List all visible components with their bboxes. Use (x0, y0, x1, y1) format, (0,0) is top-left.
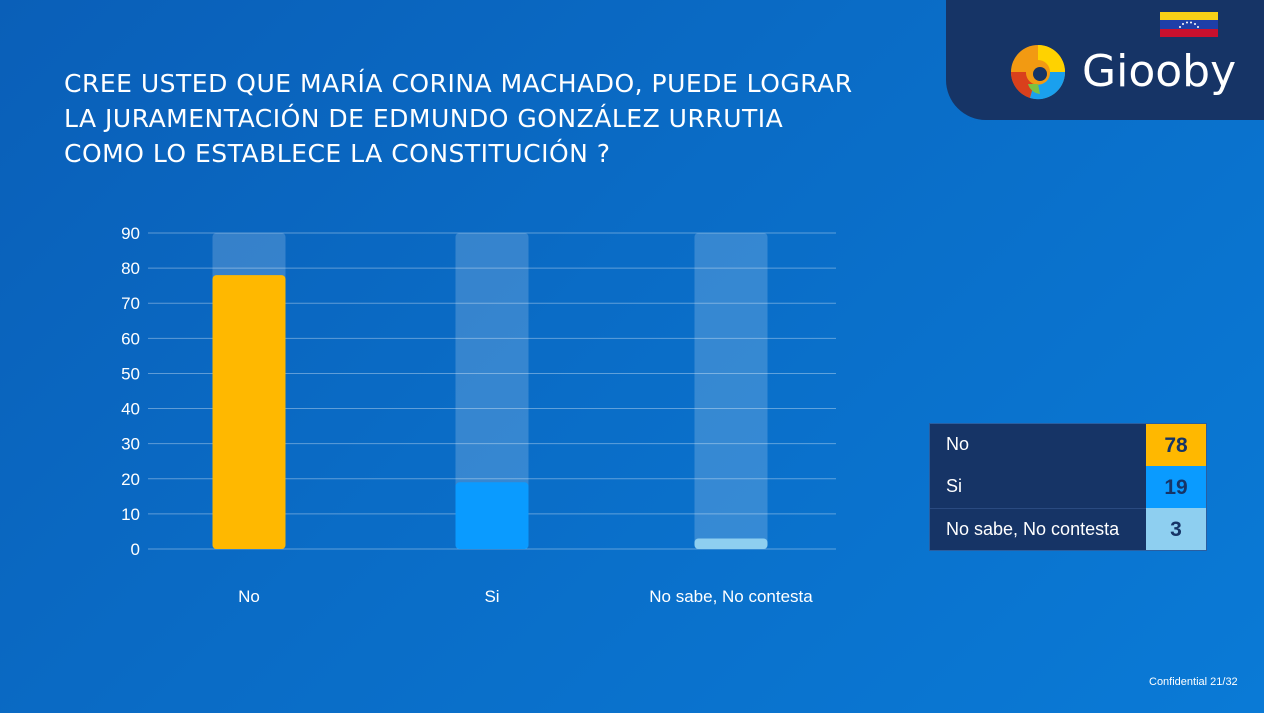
y-tick-label: 20 (121, 470, 140, 489)
row-value: 3 (1146, 508, 1206, 550)
bar-no-sabe-no-contesta (694, 538, 768, 549)
row-value: 78 (1146, 424, 1206, 466)
y-tick-label: 40 (121, 400, 140, 419)
y-tick-label: 0 (131, 540, 140, 559)
bar-background (455, 233, 529, 549)
bar-si (455, 482, 529, 549)
title-line: COMO LO ESTABLECE LA CONSTITUCIÓN ? (64, 139, 611, 168)
x-category-label: No (238, 587, 260, 606)
bar-no (212, 275, 286, 549)
x-category-label: No sabe, No contesta (649, 587, 813, 606)
x-category-label: Si (484, 587, 499, 606)
row-value: 19 (1146, 466, 1206, 508)
row-label: Si (930, 466, 1146, 508)
question-title: CREE USTED QUE MARÍA CORINA MACHADO, PUE… (64, 66, 924, 171)
row-label: No sabe, No contesta (930, 508, 1146, 550)
y-tick-label: 50 (121, 364, 140, 383)
title-line: CREE USTED QUE MARÍA CORINA MACHADO, PUE… (64, 69, 853, 98)
y-tick-label: 90 (121, 224, 140, 243)
bar-background (694, 233, 768, 549)
results-table: No 78 Si 19 No sabe, No contesta 3 (929, 423, 1207, 551)
brand-header: Giooby (946, 0, 1264, 120)
y-tick-label: 80 (121, 259, 140, 278)
table-row: No 78 (930, 424, 1206, 466)
table-row: No sabe, No contesta 3 (930, 508, 1206, 550)
row-label: No (930, 424, 1146, 466)
giooby-logo-icon (1010, 45, 1066, 100)
y-tick-label: 70 (121, 294, 140, 313)
footer-confidential: Confidential 21/32 (1149, 676, 1238, 688)
title-line: LA JURAMENTACIÓN DE EDMUNDO GONZÁLEZ URR… (64, 104, 784, 133)
table-row: Si 19 (930, 466, 1206, 508)
venezuela-flag-icon (1160, 12, 1218, 37)
brand-name: Giooby (1082, 46, 1237, 97)
y-tick-label: 10 (121, 505, 140, 524)
y-tick-label: 30 (121, 435, 140, 454)
y-tick-label: 60 (121, 329, 140, 348)
